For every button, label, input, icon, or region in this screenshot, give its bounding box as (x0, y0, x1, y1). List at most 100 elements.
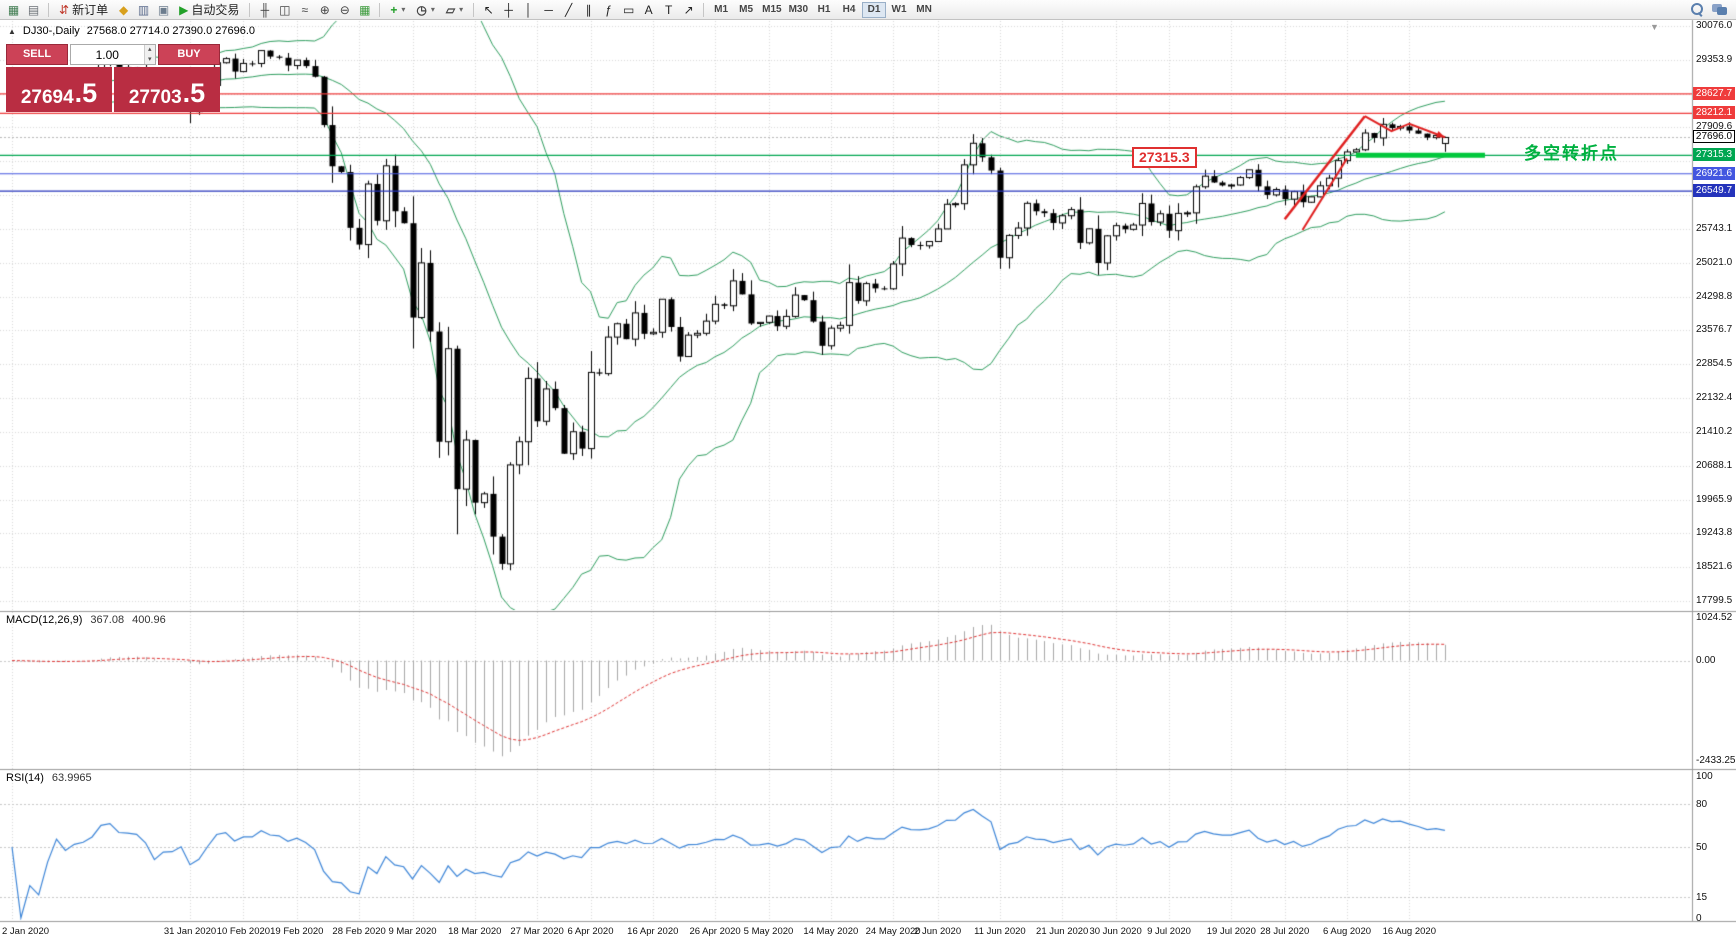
new-order-icon: ⇵ (59, 2, 70, 17)
new-order-button[interactable]: ⇵ 新订单 (54, 1, 113, 19)
date-axis-label: 16 Apr 2020 (627, 926, 679, 937)
date-axis-label: 21 Jun 2020 (1036, 926, 1089, 937)
price-axis-label: 19243.8 (1696, 527, 1733, 539)
timeframe-mn-button[interactable]: MN (916, 3, 932, 15)
sell-price-fraction: .5 (74, 78, 98, 108)
new-order-button-label: 新订单 (72, 3, 109, 17)
timeframe-m15-button[interactable]: M15 (762, 3, 782, 15)
rsi-value: 63.9965 (51, 772, 92, 784)
text-icon[interactable]: A (644, 2, 653, 17)
toolbar: ▦ ▤ ⇵ 新订单 ◆ ▥ ▣ ▶ 自动交易 ╫ ◫ ≈ ⊕ ⊖ ▦ + ▾ ◷ ▾ ▱ ▾ ↖ ┼ │ ─ ╱ ∥ ƒ ▭ A T ↗ M1 M… (0, 0, 1736, 20)
current-price-badge: 27696.0 (1693, 130, 1735, 144)
toolbar-separator (473, 2, 475, 17)
turning-point-label[interactable]: 多空转折点 (1524, 144, 1619, 163)
one-click-toggle-icon[interactable]: ▲ (8, 26, 16, 36)
bars-chart-icon[interactable]: ╫ (260, 2, 270, 17)
fibonacci-icon[interactable]: ƒ (605, 2, 612, 17)
metaeditor-icon[interactable]: ◆ (118, 2, 129, 17)
date-axis-label: 26 Apr 2020 (689, 926, 741, 937)
periods-dropdown[interactable]: ◷ ▾ (411, 1, 440, 19)
profiles-icon[interactable]: ▤ (27, 2, 40, 17)
chart-ohlc-values: 27568.0 27714.0 27390.0 27696.0 (86, 25, 255, 37)
toolbar-separator (249, 2, 251, 17)
autotrading-button[interactable]: ▶ 自动交易 (174, 1, 244, 19)
channel-icon[interactable]: ∥ (585, 2, 592, 17)
toolbar-separator (379, 2, 381, 17)
date-axis-label: 28 Jul 2020 (1260, 926, 1310, 937)
grid-icon[interactable]: ▦ (359, 2, 371, 17)
level-price-badge[interactable]: 28212.1 (1693, 106, 1735, 120)
timeframe-h1-button[interactable]: H1 (817, 3, 831, 15)
chart-shift-marker[interactable]: ▼ (1650, 22, 1659, 32)
vertical-line-icon[interactable]: │ (524, 2, 533, 17)
chevron-down-icon: ▾ (401, 5, 406, 14)
chart-header: ▲ DJ30-,Daily 27568.0 27714.0 27390.0 27… (8, 25, 255, 37)
market-watch-icon[interactable]: ▥ (137, 2, 150, 17)
arrows-icon[interactable]: ↗ (683, 2, 694, 17)
label-icon[interactable]: T (664, 2, 673, 17)
indicators-dropdown[interactable]: + ▾ (385, 1, 410, 19)
templates-dropdown[interactable]: ▱ ▾ (441, 1, 468, 19)
search-icon[interactable] (1691, 3, 1704, 16)
volume-up-icon[interactable]: ▴ (144, 45, 155, 55)
zoom-in-icon[interactable]: ⊕ (319, 2, 330, 17)
timeframe-m30-button[interactable]: M30 (788, 3, 809, 15)
macd-signal-value: 400.96 (132, 614, 166, 626)
zoom-out-icon[interactable]: ⊖ (339, 2, 350, 17)
line-chart-icon[interactable]: ≈ (301, 2, 309, 17)
timeframe-m1-button[interactable]: M1 (714, 3, 729, 15)
timeframe-d1-button[interactable]: D1 (862, 1, 887, 18)
volume-input[interactable] (71, 45, 144, 64)
sell-button[interactable]: SELL (6, 44, 68, 65)
level-price-badge[interactable]: 28627.7 (1693, 86, 1735, 100)
level-price-badge[interactable]: 27315.3 (1693, 148, 1735, 162)
buy-button[interactable]: BUY (158, 44, 220, 65)
new-chart-icon[interactable]: ▦ (7, 2, 20, 17)
rsi-header: RSI(14) 63.9965 (6, 772, 92, 784)
price-axis-label: 24298.8 (1696, 290, 1733, 302)
price-axis-label: 18521.6 (1696, 561, 1733, 573)
crosshair-icon[interactable]: ┼ (504, 2, 513, 17)
sell-price-panel[interactable]: 27694.5 (6, 67, 112, 112)
candlestick-chart-icon[interactable]: ◫ (279, 2, 291, 17)
indicators-icon: + (390, 2, 398, 17)
main-chart-pane[interactable] (0, 20, 1692, 611)
macd-pane[interactable] (0, 611, 1692, 769)
price-axis-label: 29353.9 (1696, 53, 1733, 65)
rsi-axis-label: 80 (1696, 799, 1708, 811)
community-chat-icon[interactable] (1712, 3, 1728, 16)
price-axis-label: 23576.7 (1696, 324, 1733, 336)
data-window-icon[interactable]: ▣ (157, 2, 170, 17)
timeframe-m5-button[interactable]: M5 (739, 3, 754, 15)
rsi-axis-label: 100 (1696, 771, 1713, 782)
date-axis-label: 2 Jun 2020 (914, 926, 962, 937)
volume-down-icon[interactable]: ▾ (144, 54, 155, 64)
macd-axis-label: 0.00 (1696, 654, 1716, 666)
chart-symbol-period: DJ30-,Daily (22, 25, 80, 37)
level-price-badge[interactable]: 26921.6 (1693, 166, 1735, 180)
price-callout[interactable]: 27315.3 (1132, 147, 1197, 168)
timeframe-h4-button[interactable]: H4 (842, 3, 856, 15)
horizontal-line-icon[interactable]: ─ (544, 2, 553, 17)
timeframe-w1-button[interactable]: W1 (891, 3, 907, 15)
toolbar-separator (703, 2, 705, 17)
shapes-icon[interactable]: ▭ (622, 2, 635, 17)
rsi-axis-label: 50 (1696, 842, 1708, 853)
date-axis-label: 16 Aug 2020 (1382, 926, 1436, 937)
date-axis-label: 6 Aug 2020 (1322, 926, 1372, 937)
trendline-icon[interactable]: ╱ (564, 2, 573, 17)
one-click-trading-panel: SELL ▴ ▾ BUY 27694.5 27703.5 (6, 44, 220, 112)
level-price-badge[interactable]: 26549.7 (1693, 184, 1735, 198)
price-axis-label: 20688.1 (1696, 459, 1733, 471)
date-axis-label: 28 Feb 2020 (332, 926, 386, 937)
buy-price: 27703 (128, 87, 182, 108)
rsi-pane[interactable] (0, 769, 1692, 921)
cursor-icon[interactable]: ↖ (483, 2, 494, 17)
volume-stepper: ▴ ▾ (143, 45, 155, 64)
sell-price: 27694 (20, 87, 74, 108)
buy-price-panel[interactable]: 27703.5 (114, 67, 220, 112)
date-axis-label: 14 May 2020 (803, 926, 859, 937)
templates-icon: ▱ (445, 2, 456, 17)
